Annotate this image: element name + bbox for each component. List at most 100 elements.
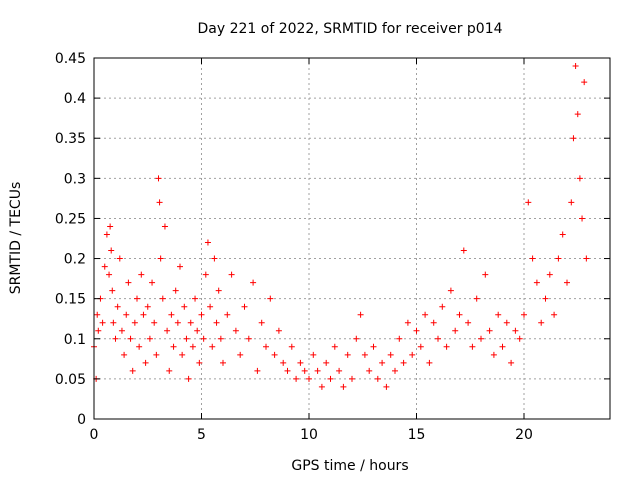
data-point	[409, 351, 416, 358]
data-point	[538, 319, 545, 326]
data-point	[170, 343, 177, 350]
x-tick-label: 10	[300, 427, 318, 443]
data-point	[318, 383, 325, 390]
data-point	[209, 343, 216, 350]
data-point	[129, 367, 136, 374]
data-point	[331, 343, 338, 350]
x-axis-label: GPS time / hours	[291, 458, 408, 474]
data-point	[361, 351, 368, 358]
data-point	[110, 319, 117, 326]
data-point	[460, 247, 467, 254]
data-point	[271, 351, 278, 358]
data-point	[168, 311, 175, 318]
y-axis-ticks: 0 0.05 0.1 0.15 0.2 0.25 0.3 0.35 0.4 0.45	[55, 51, 610, 428]
data-point	[400, 359, 407, 366]
data-point	[138, 271, 145, 278]
data-point	[232, 327, 239, 334]
data-point	[310, 351, 317, 358]
data-point	[217, 335, 224, 342]
data-point	[161, 223, 168, 230]
data-point	[572, 63, 579, 70]
data-point	[521, 311, 527, 318]
x-axis-ticks: 0 5 10 15 20	[90, 58, 533, 443]
data-point	[95, 327, 102, 334]
data-point	[101, 263, 108, 270]
data-point	[576, 175, 583, 182]
data-point	[228, 271, 235, 278]
data-point	[482, 271, 489, 278]
data-point	[392, 367, 398, 374]
data-point	[151, 319, 158, 326]
data-point	[570, 135, 577, 142]
data-point	[114, 303, 121, 310]
data-point	[490, 351, 497, 358]
data-point	[107, 223, 114, 230]
data-point	[583, 255, 590, 262]
data-point	[241, 303, 248, 310]
data-point	[404, 319, 411, 326]
data-point	[220, 359, 226, 366]
y-tick-label: 0.2	[64, 252, 86, 268]
data-point	[174, 319, 181, 326]
data-point	[213, 319, 220, 326]
data-point	[134, 295, 140, 302]
data-point	[499, 343, 506, 350]
data-point	[156, 199, 163, 206]
data-point	[112, 335, 119, 342]
data-point	[211, 255, 218, 262]
data-point	[336, 367, 343, 374]
data-point	[267, 295, 274, 302]
data-point	[237, 351, 244, 358]
data-point	[116, 255, 123, 262]
data-point	[121, 351, 128, 358]
data-point	[123, 311, 130, 318]
data-point	[473, 295, 480, 302]
data-point	[366, 367, 373, 374]
data-point	[447, 287, 454, 294]
data-point	[284, 367, 291, 374]
x-tick-label: 15	[408, 427, 426, 443]
data-point	[533, 279, 540, 286]
data-point	[559, 231, 566, 238]
data-point	[258, 319, 265, 326]
data-point	[157, 255, 164, 262]
data-point	[187, 319, 194, 326]
data-point	[546, 271, 553, 278]
data-point	[452, 327, 459, 334]
y-tick-label: 0.4	[64, 91, 86, 107]
data-point	[293, 375, 300, 382]
x-tick-label: 0	[90, 427, 99, 443]
data-point	[166, 367, 173, 374]
data-point	[323, 359, 330, 366]
data-point	[435, 335, 441, 342]
data-point	[118, 327, 125, 334]
data-point	[164, 327, 171, 334]
data-point	[185, 375, 192, 382]
data-point	[495, 311, 502, 318]
data-point	[430, 319, 437, 326]
data-point	[503, 319, 510, 326]
data-point	[387, 351, 394, 358]
data-point	[344, 351, 351, 358]
data-point	[142, 359, 149, 366]
data-point	[106, 271, 113, 278]
data-point	[250, 279, 257, 286]
y-tick-label: 0.1	[64, 332, 86, 348]
data-point	[179, 351, 186, 358]
plot-frame	[93, 57, 611, 420]
data-point	[340, 383, 347, 390]
y-tick-label: 0.3	[64, 171, 86, 187]
data-point	[422, 311, 429, 318]
data-point	[542, 295, 549, 302]
y-tick-label: 0.05	[55, 372, 86, 388]
data-point	[581, 79, 588, 86]
data-point	[288, 343, 295, 350]
data-point	[383, 383, 390, 390]
data-point	[196, 359, 203, 366]
data-point	[198, 311, 205, 318]
data-point	[512, 327, 519, 334]
data-point	[551, 311, 558, 318]
x-tick-label: 20	[515, 427, 533, 443]
x-tick-label: 5	[197, 427, 206, 443]
data-point	[224, 311, 231, 318]
